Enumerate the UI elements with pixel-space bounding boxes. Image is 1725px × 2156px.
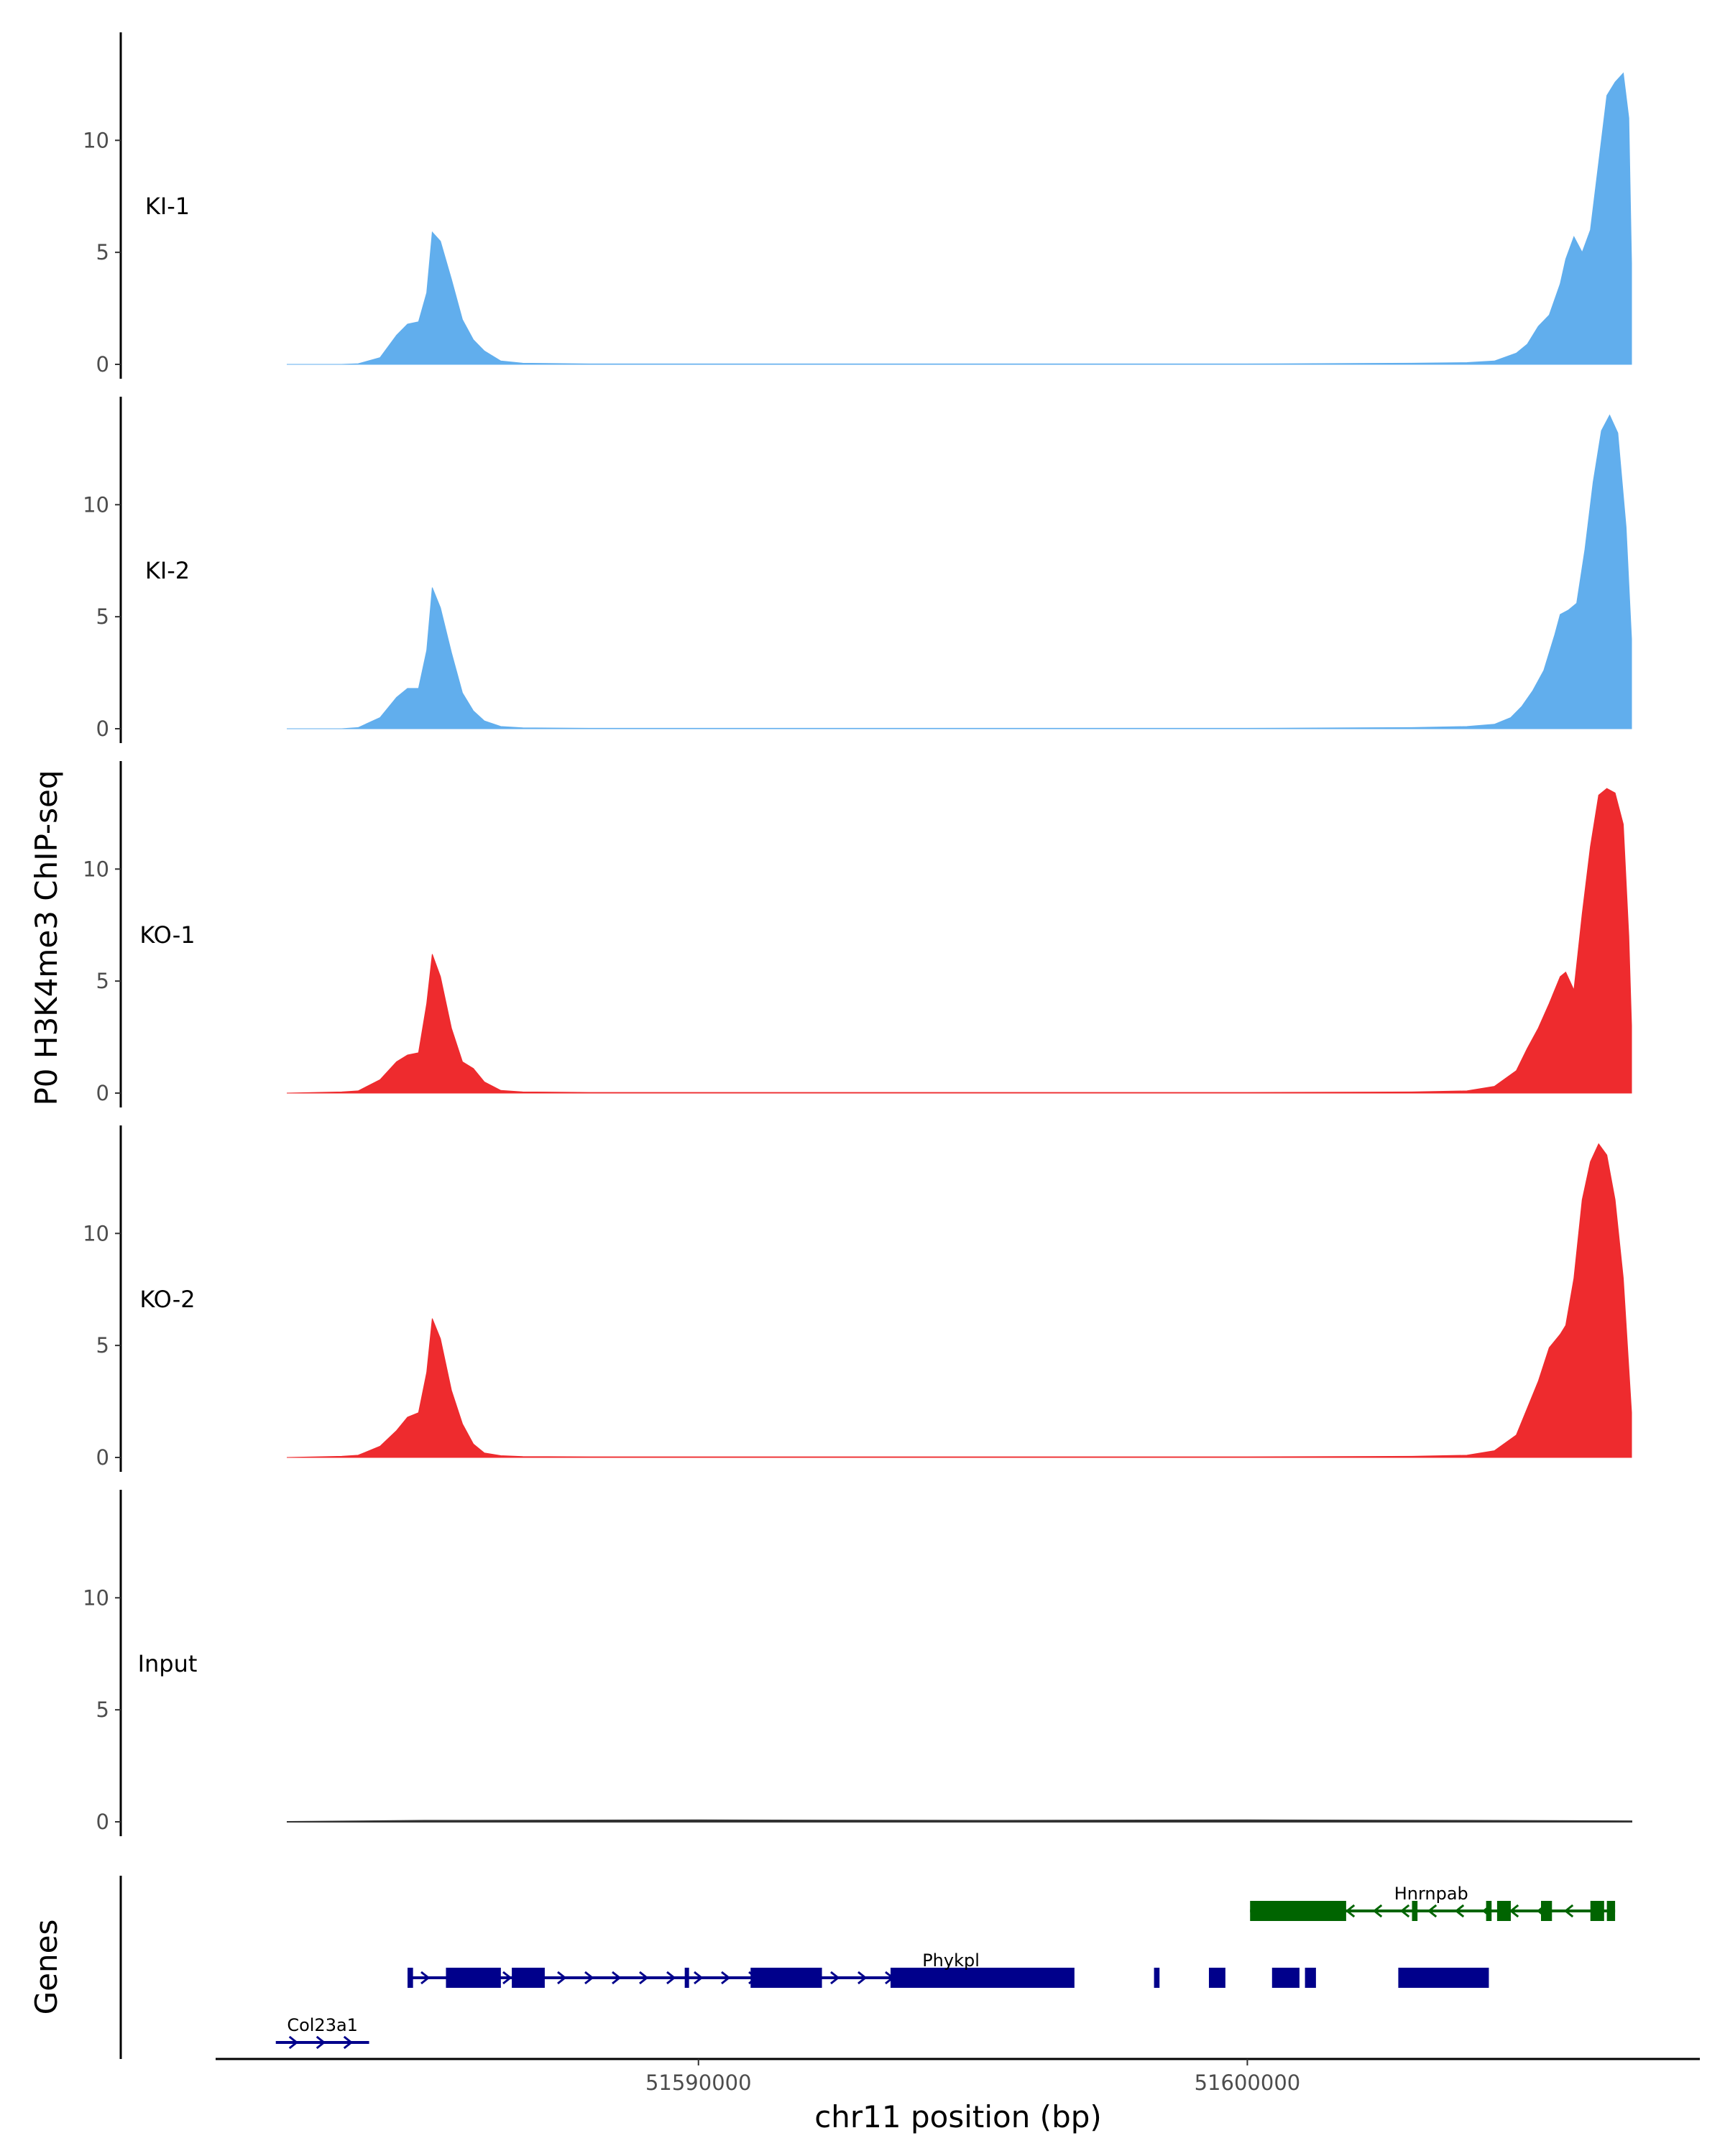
y-tick-label: 0 xyxy=(96,1445,109,1470)
gene-col23a1: Col23a1 xyxy=(275,2015,369,2050)
strand-arrow xyxy=(639,1971,649,1985)
x-axis-title: chr11 position (bp) xyxy=(814,2099,1102,2134)
gene-exon xyxy=(1250,1901,1346,1921)
y-tick-label: 0 xyxy=(96,1810,109,1834)
strand-arrow xyxy=(1399,1904,1410,1918)
track-ko-2: 0 5 10 KO-2 xyxy=(83,1125,1632,1472)
genes-track-label: Genes xyxy=(29,1920,64,2015)
y-tick-label: 5 xyxy=(96,1697,109,1722)
strand-arrow xyxy=(1509,1904,1519,1918)
gene-exon xyxy=(446,1968,501,1988)
y-tick-label: 0 xyxy=(96,1081,109,1105)
strand-arrow xyxy=(857,1971,868,1985)
x-tick-label: 51600000 xyxy=(1195,2070,1301,2095)
gene-exon xyxy=(891,1968,1075,1988)
gene-label: Phykpl xyxy=(922,1950,980,1971)
strand-arrow xyxy=(1454,1904,1465,1918)
gene-label: Hnrnpab xyxy=(1394,1884,1468,1904)
gene-exon xyxy=(408,1968,413,1988)
gene-exon xyxy=(512,1968,545,1988)
y-tick-label: 10 xyxy=(83,128,109,152)
track-label: KO-1 xyxy=(139,921,195,949)
gene-exon xyxy=(684,1968,689,1988)
gene-hnrnpab: Hnrnpab xyxy=(1250,1884,1616,1921)
gene-exon xyxy=(1590,1901,1604,1921)
signal-area-ko-2 xyxy=(286,1143,1632,1458)
gene-exon xyxy=(1496,1901,1511,1921)
strand-arrow xyxy=(420,1971,431,1985)
strand-arrow xyxy=(316,2035,326,2050)
strand-arrow xyxy=(557,1971,567,1985)
x-axis: 51590000 51600000 xyxy=(216,2058,1700,2095)
track-label: Input xyxy=(138,1650,198,1677)
y-tick-label: 0 xyxy=(96,352,109,377)
strand-arrow xyxy=(694,1971,704,1985)
track-label: KO-2 xyxy=(139,1286,195,1313)
gene-exon xyxy=(1486,1901,1492,1921)
y-tick-label: 10 xyxy=(83,857,109,881)
strand-arrow xyxy=(721,1971,731,1985)
strand-arrow xyxy=(288,2035,299,2050)
gene-exon xyxy=(1305,1968,1316,1988)
y-tick-label: 5 xyxy=(96,969,109,993)
gene-exon xyxy=(1398,1968,1489,1988)
genes-track: Genes Hnrnpab Phykpl Col23a1 xyxy=(29,1876,1616,2059)
signal-tracks: 0 5 10 KI-1 0 5 10 KI-2 0 5 10 KO-1 0 5 10 KO-2 0 5 10 Inpu… xyxy=(83,32,1632,1836)
y-tick-label: 10 xyxy=(83,492,109,517)
y-axis-title: P0 H3K4me3 ChIP-seq xyxy=(29,770,64,1105)
strand-arrow xyxy=(1563,1904,1574,1918)
gene-exon xyxy=(1540,1901,1552,1921)
track-label: KI-2 xyxy=(145,557,190,584)
track-input: 0 5 10 Input xyxy=(83,1490,1632,1836)
strand-arrow xyxy=(502,1971,512,1985)
gene-phykpl: Phykpl xyxy=(408,1950,1489,1988)
gene-exon xyxy=(750,1968,822,1988)
gene-exon xyxy=(1412,1901,1418,1921)
track-ki-2: 0 5 10 KI-2 xyxy=(83,397,1632,743)
strand-arrow xyxy=(666,1971,676,1985)
strand-arrow xyxy=(1345,1904,1356,1918)
signal-area-ko-1 xyxy=(286,788,1632,1094)
signal-area-ki-1 xyxy=(287,72,1632,365)
gene-exon xyxy=(1606,1901,1616,1921)
signal-area-input xyxy=(286,1819,1632,1823)
y-tick-label: 10 xyxy=(83,1585,109,1610)
y-tick-label: 0 xyxy=(96,717,109,741)
signal-area-ki-2 xyxy=(287,414,1632,729)
track-ko-1: 0 5 10 KO-1 xyxy=(83,761,1632,1107)
strand-arrow xyxy=(343,2035,354,2050)
x-tick-label: 51590000 xyxy=(645,2070,752,2095)
gene-exon xyxy=(1271,1968,1300,1988)
y-tick-label: 10 xyxy=(83,1221,109,1245)
y-tick-label: 5 xyxy=(96,240,109,264)
gene-exon xyxy=(1154,1968,1160,1988)
track-ki-1: 0 5 10 KI-1 xyxy=(83,32,1632,379)
y-tick-label: 5 xyxy=(96,1333,109,1358)
gene-label: Col23a1 xyxy=(287,2015,358,2035)
gene-exon xyxy=(1208,1968,1225,1988)
strand-arrow xyxy=(830,1971,840,1985)
y-tick-label: 5 xyxy=(96,604,109,629)
strand-arrow xyxy=(612,1971,622,1985)
track-label: KI-1 xyxy=(145,193,190,220)
strand-arrow xyxy=(1427,1904,1438,1918)
strand-arrow xyxy=(584,1971,594,1985)
strand-arrow xyxy=(1372,1904,1383,1918)
